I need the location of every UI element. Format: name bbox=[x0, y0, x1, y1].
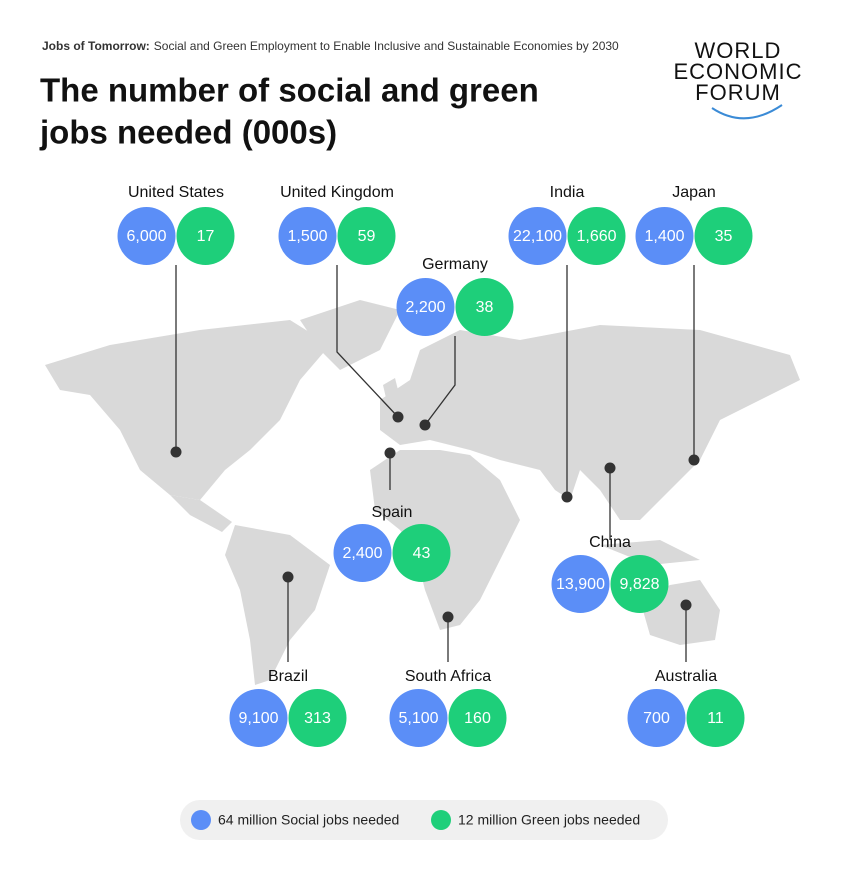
logo-text: ECONOMIC bbox=[674, 59, 803, 84]
logo-arc bbox=[711, 104, 783, 120]
location-dot bbox=[419, 419, 431, 431]
leader-line bbox=[336, 265, 399, 418]
location-dot bbox=[688, 454, 700, 466]
social-circle bbox=[635, 207, 694, 265]
country-name: United States bbox=[128, 184, 224, 201]
country-name: China bbox=[589, 534, 631, 551]
green-value: 313 bbox=[304, 710, 331, 727]
subtitle: Social and Green Employment to Enable In… bbox=[154, 39, 619, 53]
green-circle bbox=[337, 207, 396, 265]
logo-text: WORLD bbox=[695, 38, 782, 63]
green-circle bbox=[448, 689, 507, 747]
kicker: Jobs of Tomorrow: bbox=[42, 39, 150, 53]
legend-box bbox=[180, 800, 668, 840]
legend-swatch bbox=[431, 810, 451, 830]
country-name: Germany bbox=[422, 256, 488, 273]
country-name: Australia bbox=[655, 668, 717, 685]
social-circle bbox=[396, 278, 455, 336]
location-dot bbox=[170, 446, 182, 458]
green-circle bbox=[686, 689, 745, 747]
location-dot bbox=[442, 611, 454, 623]
green-value: 9,828 bbox=[619, 576, 659, 593]
social-circle bbox=[229, 689, 288, 747]
green-value: 11 bbox=[707, 710, 724, 727]
location-dot bbox=[282, 571, 294, 583]
green-value: 35 bbox=[715, 228, 733, 245]
leader-line bbox=[424, 336, 456, 426]
green-value: 43 bbox=[413, 545, 431, 562]
country-name: Spain bbox=[372, 504, 413, 521]
logo: WORLD ECONOMIC FORUM bbox=[674, 38, 803, 120]
country-name: South Africa bbox=[405, 668, 491, 685]
country-markers: United States 6,000 17 United Kingdom 1,500 5… bbox=[117, 184, 753, 747]
location-dot bbox=[384, 447, 396, 459]
social-circle bbox=[551, 555, 610, 613]
social-value: 22,100 bbox=[513, 228, 562, 245]
title: The number of social and green bbox=[40, 72, 539, 109]
continent bbox=[600, 540, 700, 565]
continent bbox=[300, 300, 400, 370]
social-value: 1,400 bbox=[644, 228, 684, 245]
social-value: 700 bbox=[643, 710, 670, 727]
social-circle bbox=[508, 207, 567, 265]
country-name: Brazil bbox=[268, 668, 308, 685]
green-circle bbox=[455, 278, 514, 336]
location-dot bbox=[561, 491, 573, 503]
social-circle bbox=[389, 689, 448, 747]
social-value: 2,400 bbox=[342, 545, 382, 562]
legend-label: 12 million Green jobs needed bbox=[458, 812, 640, 828]
social-value: 9,100 bbox=[238, 710, 278, 727]
social-value: 6,000 bbox=[126, 228, 166, 245]
green-value: 1,660 bbox=[576, 228, 616, 245]
green-circle bbox=[567, 207, 626, 265]
location-dot bbox=[604, 462, 616, 474]
legend-swatch bbox=[191, 810, 211, 830]
social-circle bbox=[278, 207, 337, 265]
continent bbox=[45, 320, 330, 500]
green-value: 59 bbox=[358, 228, 376, 245]
green-circle bbox=[694, 207, 753, 265]
continent bbox=[380, 325, 800, 520]
world-map bbox=[45, 300, 800, 685]
green-value: 38 bbox=[476, 299, 494, 316]
social-value: 2,200 bbox=[405, 299, 445, 316]
location-dot bbox=[680, 599, 692, 611]
social-circle bbox=[117, 207, 176, 265]
country-name: United Kingdom bbox=[280, 184, 394, 201]
green-value: 160 bbox=[464, 710, 491, 727]
continent bbox=[170, 495, 232, 532]
country-name: India bbox=[550, 184, 585, 201]
green-value: 17 bbox=[197, 228, 215, 245]
social-value: 13,900 bbox=[556, 576, 605, 593]
title: jobs needed (000s) bbox=[39, 114, 337, 151]
kicker-line: Jobs of Tomorrow: Social and Green Employ… bbox=[42, 39, 619, 53]
green-circle bbox=[288, 689, 347, 747]
logo-text: FORUM bbox=[695, 80, 781, 105]
social-value: 5,100 bbox=[398, 710, 438, 727]
social-value: 1,500 bbox=[287, 228, 327, 245]
legend-label: 64 million Social jobs needed bbox=[218, 812, 399, 828]
continent bbox=[225, 525, 330, 685]
country-name: Japan bbox=[672, 184, 716, 201]
social-circle bbox=[333, 524, 392, 582]
continent bbox=[383, 378, 401, 411]
green-circle bbox=[610, 555, 669, 613]
social-circle bbox=[627, 689, 686, 747]
green-circle bbox=[392, 524, 451, 582]
green-circle bbox=[176, 207, 235, 265]
location-dot bbox=[392, 411, 404, 423]
